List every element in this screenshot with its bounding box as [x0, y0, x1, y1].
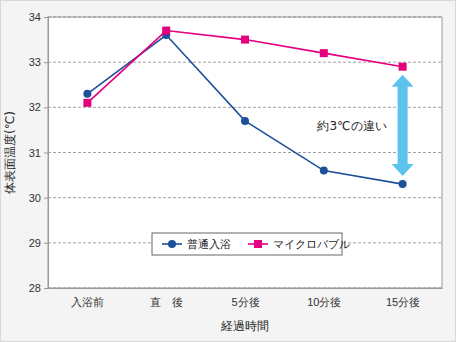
y-tick-mark [44, 198, 48, 199]
y-tick-label: 31 [29, 147, 41, 159]
y-tick-label: 28 [29, 282, 41, 294]
grid-line [48, 107, 442, 108]
x-tick: 15分後 [386, 288, 420, 308]
x-axis-title: 経過時間 [220, 319, 269, 333]
y-tick-mark [44, 153, 48, 154]
y-tick-label: 33 [29, 56, 41, 68]
y-tick: 34 [29, 11, 48, 23]
plot-frame [48, 17, 442, 288]
y-tick-mark [44, 288, 48, 289]
background [1, 1, 456, 342]
y-tick-mark [44, 243, 48, 244]
y-tick-label: 30 [29, 192, 41, 204]
marker [399, 63, 407, 71]
marker [162, 27, 170, 35]
grid-line [48, 17, 442, 18]
y-tick: 28 [29, 282, 48, 294]
x-tick: 入浴前 [71, 288, 104, 308]
y-tick: 33 [29, 56, 48, 68]
legend-marker [168, 240, 176, 248]
x-tick-label: 入浴前 [71, 296, 104, 308]
series-line [87, 31, 402, 103]
chart: 28 29 30 31 32 33 34 入浴前 直 後 5分後 10分後 15分後 約3℃の違い普通入… [0, 0, 456, 342]
x-tick-label: 10分後 [307, 296, 341, 308]
legend: 普通入浴 マイクロバブル [152, 233, 350, 255]
series-line [87, 35, 402, 184]
y-tick-label: 34 [29, 11, 41, 23]
y-axis-title: 体表面温度(℃) [3, 111, 17, 194]
y-tick: 32 [29, 101, 48, 113]
grid-line [48, 288, 442, 289]
y-tick: 31 [29, 147, 48, 159]
x-tick-label: 直 後 [150, 296, 183, 308]
y-tick-mark [44, 17, 48, 18]
annotation: 約3℃の違い [317, 119, 386, 133]
y-axis-line [48, 18, 49, 289]
x-tick: 5分後 [231, 288, 259, 308]
marker [83, 99, 91, 107]
x-tick: 10分後 [307, 288, 341, 308]
y-tick-mark [44, 107, 48, 108]
legend-marker [254, 240, 262, 248]
legend-label: 普通入浴 [187, 238, 231, 251]
y-tick-label: 32 [29, 101, 41, 113]
marks [83, 27, 406, 189]
marker [241, 36, 249, 44]
marker [83, 90, 91, 98]
y-tick-mark [44, 62, 48, 63]
y-tick: 30 [29, 192, 48, 204]
x-axis: 入浴前 直 後 5分後 10分後 15分後 [49, 288, 443, 308]
marker [320, 167, 328, 175]
legend-label: マイクロバブル [273, 238, 350, 251]
marker [320, 49, 328, 57]
x-tick-label: 15分後 [386, 296, 420, 308]
annotation-arrow [392, 75, 414, 176]
x-tick: 直 後 [150, 288, 183, 308]
marker [399, 180, 407, 188]
y-axis: 28 29 30 31 32 33 34 [29, 11, 49, 294]
y-tick: 29 [29, 237, 48, 249]
x-tick-label: 5分後 [231, 296, 259, 308]
grid [48, 17, 442, 288]
marker [241, 117, 249, 125]
plot: 28 29 30 31 32 33 34 入浴前 直 後 5分後 10分後 15分後 約3℃の違い普通入… [29, 11, 443, 308]
x-axis-line [49, 288, 443, 289]
grid-line [48, 152, 442, 153]
grid-line [48, 197, 442, 198]
y-tick-label: 29 [29, 237, 41, 249]
